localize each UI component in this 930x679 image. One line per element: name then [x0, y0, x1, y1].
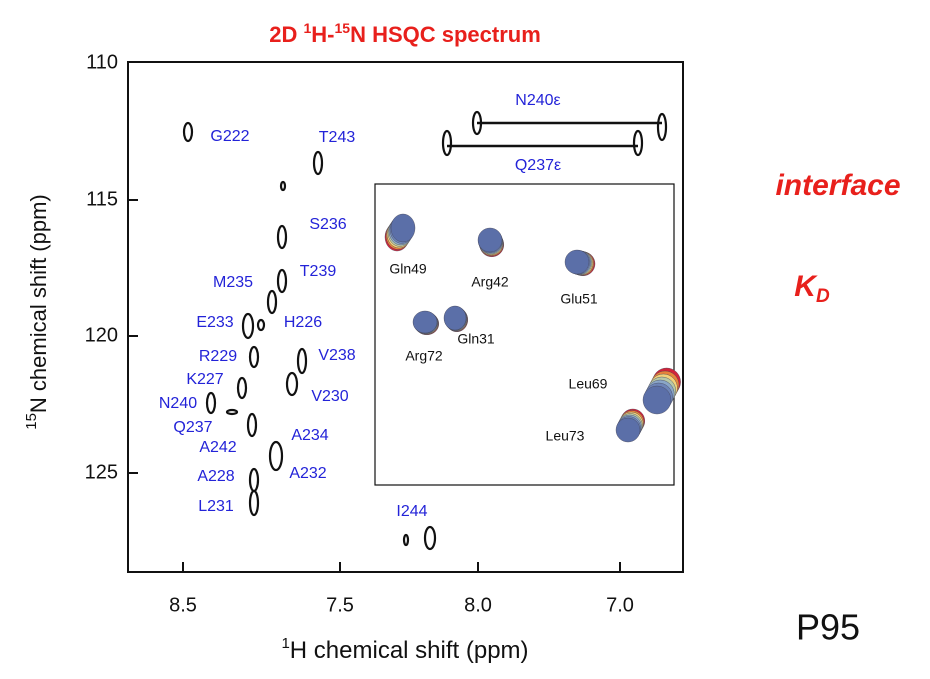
peak [182, 121, 194, 143]
kd-text: KD [794, 270, 830, 307]
peak [236, 376, 248, 400]
peak-label: V230 [311, 388, 348, 405]
peak [296, 347, 308, 375]
peak-label: N240ε [515, 92, 560, 109]
peak-label: A232 [289, 465, 326, 482]
title-part: N HSQC spectrum [350, 22, 541, 47]
peak-label: Q237 [173, 419, 212, 436]
peak-label: Q237ε [515, 157, 561, 174]
peaks [182, 110, 668, 551]
peak [285, 371, 299, 397]
peak [268, 440, 284, 472]
inset-label: Arg42 [471, 274, 509, 290]
label-part: N chemical shift (ppm) [26, 194, 51, 413]
peak-label: R229 [199, 348, 237, 365]
peak-label: N240 [159, 395, 197, 412]
x-tick-label: 7.5 [326, 594, 354, 616]
inset-labels: Gln49 Arg42 Glu51 Gln31 Arg72 Leu69 Leu7… [389, 261, 607, 444]
peak-label: E233 [196, 314, 233, 331]
peak-label: A242 [199, 439, 236, 456]
peak-label: G222 [210, 128, 249, 145]
y-tick-label: 120 [85, 324, 118, 346]
inset-label: Arg72 [405, 348, 443, 364]
peak-labels: G222 T243 S236 M235 T239 E233 H226 R229 … [159, 92, 561, 520]
peak [248, 489, 260, 517]
x-tick-label: 8.5 [169, 594, 197, 616]
inset-label: Gln49 [389, 261, 427, 277]
title-part: 2D [269, 22, 303, 47]
kd-part: D [816, 286, 830, 307]
peak [248, 467, 260, 493]
inset-label: Leu73 [546, 428, 585, 444]
peak-label: A234 [291, 427, 328, 444]
peak [279, 180, 287, 192]
peak [441, 129, 453, 157]
peak [632, 129, 644, 157]
y-axis-label: 15N chemical shift (ppm) [23, 194, 51, 430]
peak [402, 533, 410, 547]
x-axis-label: 1H chemical shift (ppm) [281, 635, 528, 664]
peak-label: A228 [197, 468, 234, 485]
title-part: 1 [303, 20, 311, 36]
y-tick-label: 115 [86, 188, 118, 210]
label-part: 1 [281, 635, 289, 652]
y-tick-label: 125 [85, 461, 118, 483]
peak-label: K227 [186, 371, 223, 388]
inset-label: Gln31 [457, 331, 495, 347]
peak [246, 412, 258, 438]
label-part: H chemical shift (ppm) [290, 637, 529, 664]
inset-label: Glu51 [560, 291, 598, 307]
peak [276, 268, 288, 294]
inset-peak [443, 305, 467, 331]
peak-label: L231 [198, 498, 234, 515]
y-tick-label: 110 [86, 51, 118, 73]
inset-peaks [384, 213, 681, 443]
peak [225, 408, 239, 416]
title-part: 15 [334, 20, 350, 36]
title: 2D 1H-15N HSQC spectrum [269, 20, 541, 47]
label-part: 15 [23, 413, 40, 430]
peak [276, 224, 288, 250]
inset-peak [642, 385, 672, 415]
kd-part: K [794, 270, 818, 303]
inset-peak [615, 417, 641, 443]
peak-label: H226 [284, 314, 322, 331]
y-ticks: 110 115 120 125 [85, 51, 138, 483]
peak [312, 150, 324, 176]
plot-frame [127, 61, 684, 573]
peak-label: T239 [300, 263, 337, 280]
inset-peak [412, 310, 438, 334]
peak [266, 289, 278, 315]
peak-label: M235 [213, 274, 253, 291]
peak [656, 112, 668, 142]
inset-peak [564, 249, 590, 275]
peak [423, 525, 437, 551]
x-ticks: 8.5 7.5 8.0 7.0 [169, 562, 634, 616]
x-tick-label: 8.0 [464, 594, 492, 616]
peak [248, 345, 260, 369]
inset-peak [477, 227, 503, 253]
peak [205, 391, 217, 415]
peak-label: I244 [396, 503, 427, 520]
inset-label: Leu69 [569, 376, 608, 392]
peak-label: V238 [318, 347, 355, 364]
title-part: H- [311, 22, 334, 47]
peak-label: S236 [309, 216, 346, 233]
inset-peak [390, 213, 416, 243]
peak-label: T243 [319, 129, 356, 146]
peak [256, 318, 266, 332]
slide-code: P95 [796, 607, 860, 648]
interface-text: interface [775, 169, 900, 202]
peak [241, 312, 255, 340]
x-tick-label: 7.0 [606, 594, 634, 616]
